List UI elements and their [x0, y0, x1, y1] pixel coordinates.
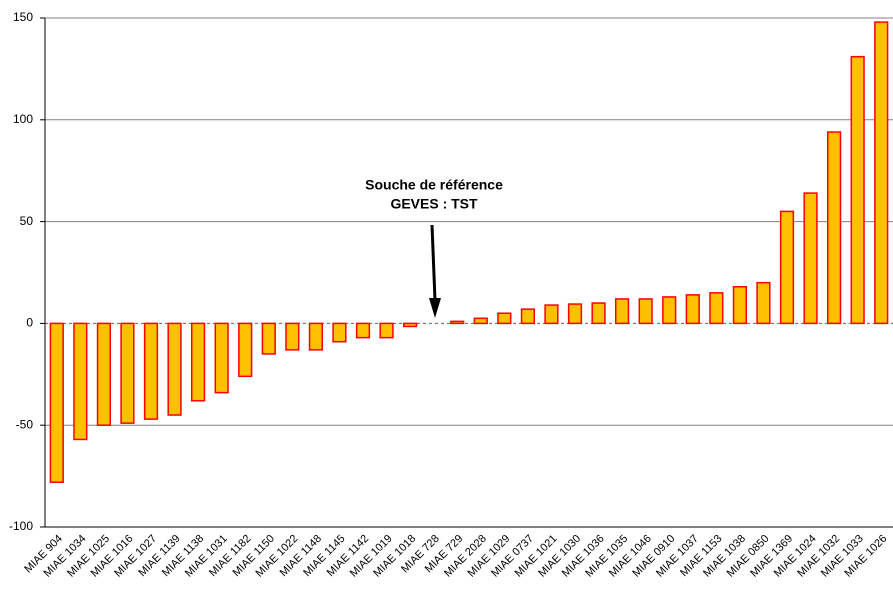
- bar: [591, 302, 606, 325]
- annotation-arrow: [430, 224, 437, 301]
- bar: [96, 322, 111, 426]
- y-tick-label: 100: [13, 112, 33, 126]
- bar: [756, 281, 771, 325]
- bar: [214, 322, 229, 394]
- bar: [332, 322, 347, 343]
- bar: [662, 296, 677, 325]
- bar: [355, 322, 371, 339]
- bar: [143, 322, 159, 420]
- bar: [49, 322, 64, 483]
- y-tick-label: 150: [13, 10, 33, 24]
- bar: [285, 322, 300, 351]
- bar: [638, 298, 653, 325]
- bar: [379, 322, 394, 339]
- bar: [308, 322, 323, 351]
- bar: [191, 322, 206, 402]
- annotation-arrowhead: [429, 298, 441, 318]
- annotation: GEVES : TST: [390, 196, 478, 212]
- bar: [709, 292, 724, 325]
- bar: [779, 210, 795, 325]
- bar: [827, 131, 842, 325]
- bar: [73, 322, 88, 441]
- bar: [473, 317, 488, 325]
- bar: [497, 312, 512, 325]
- bar: [874, 21, 889, 325]
- y-tick-label: -50: [16, 417, 34, 431]
- bar: [238, 322, 253, 378]
- bar: [403, 322, 418, 328]
- bar: [450, 320, 465, 325]
- bar: [803, 192, 818, 325]
- bar: [615, 298, 630, 325]
- bar: [732, 286, 747, 325]
- bar: [850, 55, 865, 325]
- y-tick-label: -100: [9, 519, 33, 533]
- annotation: Souche de référence: [365, 177, 503, 193]
- bar: [544, 304, 559, 325]
- bar: [120, 322, 135, 424]
- bar: [261, 322, 276, 355]
- y-tick-label: 50: [20, 214, 34, 228]
- bar: [567, 303, 583, 325]
- bar: [685, 294, 700, 325]
- bar: [167, 322, 182, 416]
- bar: [520, 308, 535, 325]
- y-tick-label: 0: [26, 316, 33, 330]
